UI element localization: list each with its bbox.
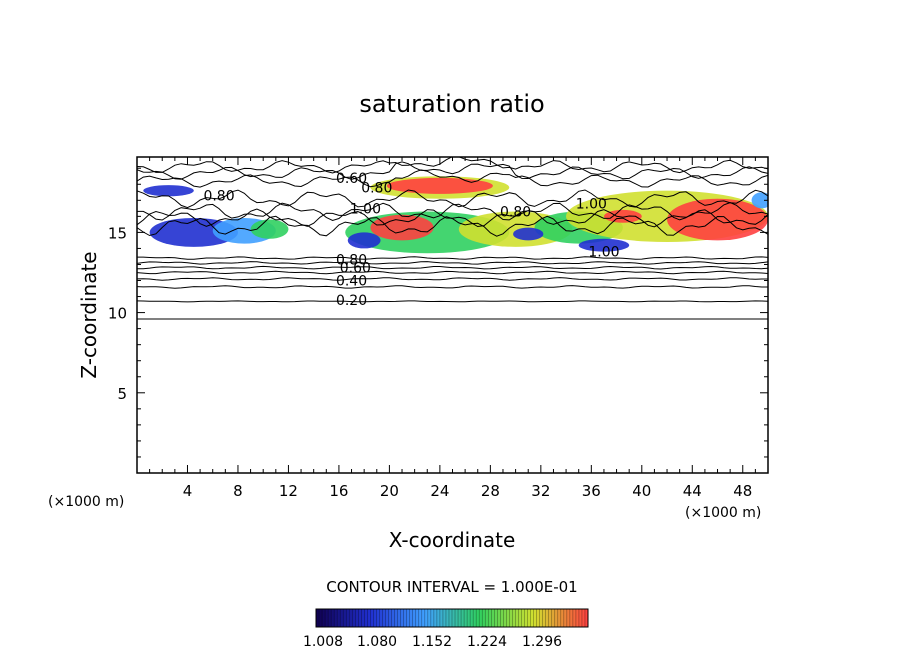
x-tick-label: 8 xyxy=(233,482,243,500)
y-tick-label: 5 xyxy=(117,385,127,403)
contour-lines xyxy=(137,157,768,320)
saturation-region xyxy=(370,214,434,241)
x-tick-label: 44 xyxy=(683,482,702,500)
contour-label: 0.80 xyxy=(500,205,531,221)
contour-line xyxy=(137,261,768,265)
contour-line xyxy=(137,215,768,237)
y-axis-label: Z-coordinate xyxy=(77,251,101,378)
x-tick-label: 12 xyxy=(279,482,298,500)
saturation-region xyxy=(578,238,630,252)
x-tick-label: 32 xyxy=(531,482,550,500)
colorbar-tick-label: 1.224 xyxy=(467,634,507,650)
saturation-region xyxy=(143,185,194,197)
contour-line xyxy=(137,189,768,209)
contour-label: 1.00 xyxy=(350,201,381,217)
colorbar-tick-label: 1.008 xyxy=(303,634,343,650)
y-tick-label: 10 xyxy=(108,305,127,323)
x-axis-ticks: 4 8 12 16 20 24 28 32 36 40 44 48 xyxy=(149,157,756,500)
contour-label: 0.80 xyxy=(361,180,392,196)
x-tick-label: 28 xyxy=(481,482,500,500)
contour-label: 0.40 xyxy=(336,274,367,290)
x-tick-label: 48 xyxy=(733,482,752,500)
contour-label: 1.00 xyxy=(588,245,619,261)
contour-label: 0.60 xyxy=(336,171,367,187)
contour-label: 0.20 xyxy=(336,293,367,309)
colorbar-tick-labels: 1.008 1.080 1.152 1.224 1.296 xyxy=(303,634,562,650)
contour-line xyxy=(137,265,768,270)
contour-line xyxy=(137,157,768,174)
saturation-region xyxy=(603,209,642,223)
contour-line xyxy=(137,256,768,260)
x-tick-label: 40 xyxy=(632,482,651,500)
colorbar-tick-label: 1.080 xyxy=(357,634,397,650)
contour-interval-text: CONTOUR INTERVAL = 1.000E-01 xyxy=(326,578,577,596)
x-tick-label: 20 xyxy=(380,482,399,500)
contour-label: 0.60 xyxy=(340,261,371,277)
contour-line xyxy=(137,169,768,188)
contour-line xyxy=(137,202,768,222)
x-unit-label: (×1000 m) xyxy=(685,505,761,521)
colorbar-tick-label: 1.296 xyxy=(522,634,562,650)
contour-line xyxy=(137,300,768,303)
saturation-region xyxy=(386,177,493,194)
saturation-region xyxy=(149,217,238,247)
contour-label: 1.00 xyxy=(576,197,607,213)
y-axis-ticks: 5 10 15 xyxy=(108,167,768,458)
contour-labels: 0.600.800.801.00 0.801.001.000.800.600.40… xyxy=(203,171,619,309)
z-unit-label: (×1000 m) xyxy=(48,494,124,510)
y-tick-label: 15 xyxy=(108,224,127,242)
saturation-region xyxy=(347,232,381,249)
contour-line xyxy=(137,161,768,180)
x-tick-label: 4 xyxy=(183,482,193,500)
colorbar-divisions xyxy=(318,609,586,627)
contour-line xyxy=(137,270,768,275)
contour-label: 0.80 xyxy=(203,188,234,204)
colorbar-tick-label: 1.152 xyxy=(412,634,452,650)
x-tick-label: 16 xyxy=(329,482,348,500)
saturation-region xyxy=(513,227,544,241)
saturation-region xyxy=(250,219,289,239)
contour-line xyxy=(137,277,768,281)
chart-title: saturation ratio xyxy=(359,90,544,118)
contour-line xyxy=(137,285,768,289)
x-axis-label: X-coordinate xyxy=(389,528,516,552)
x-tick-label: 36 xyxy=(582,482,601,500)
saturation-region xyxy=(751,192,768,209)
colorbar xyxy=(315,608,589,628)
x-tick-label: 24 xyxy=(430,482,449,500)
contour-label: 0.80 xyxy=(336,253,367,269)
saturation-field xyxy=(143,176,768,254)
